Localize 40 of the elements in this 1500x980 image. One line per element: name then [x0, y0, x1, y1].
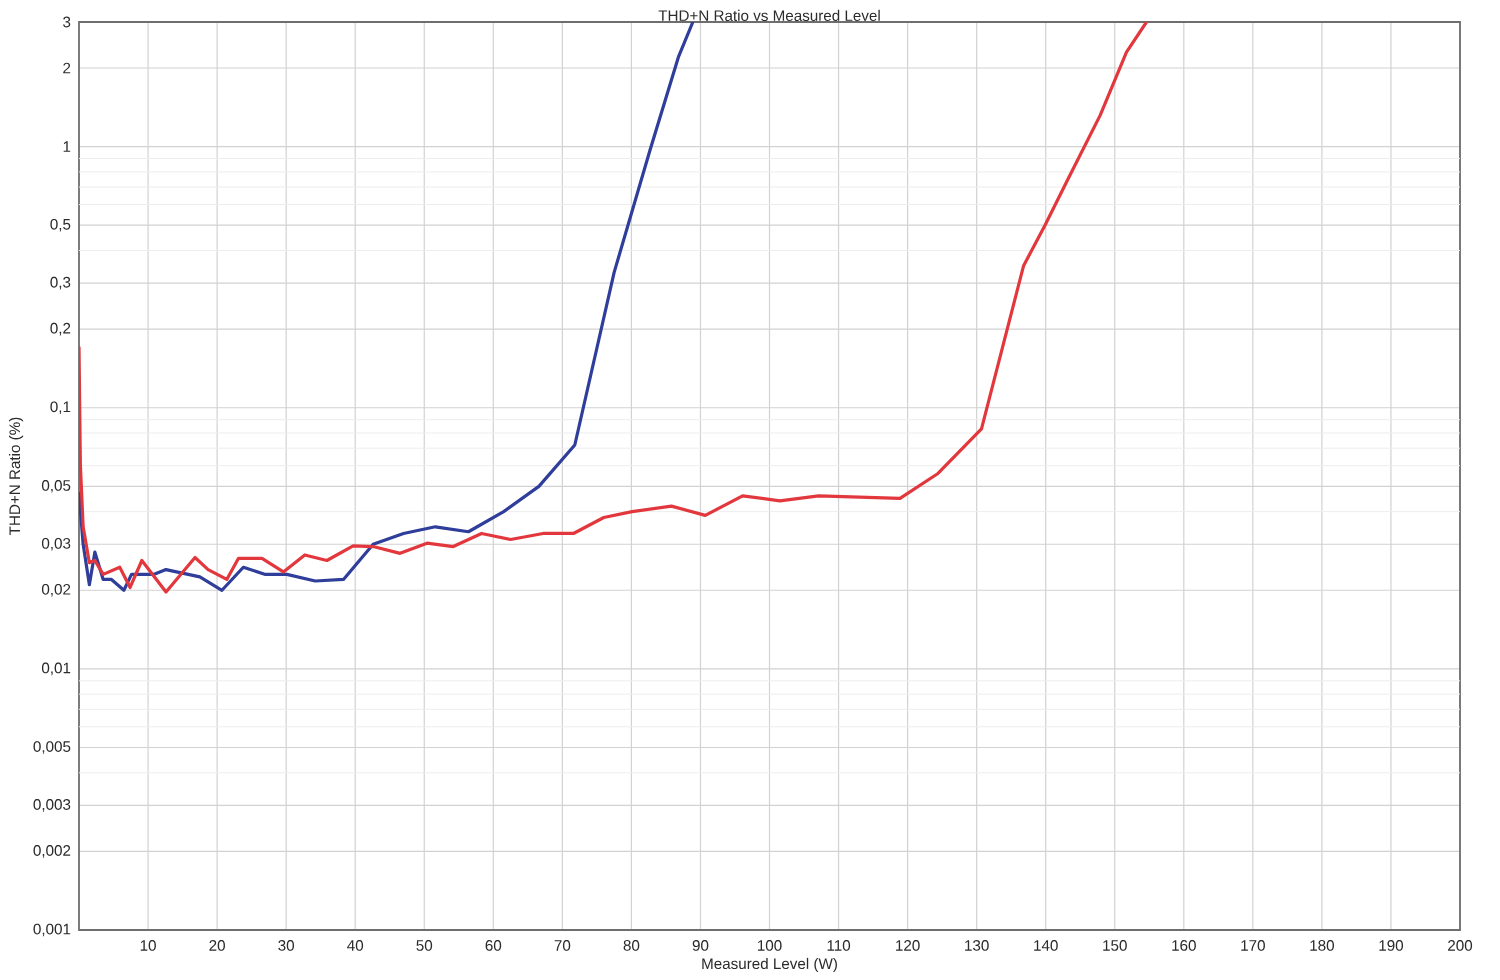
x-tick-label: 160: [1172, 940, 1196, 951]
y-tick-label: 0,1: [50, 401, 71, 415]
x-tick-label: 90: [692, 940, 709, 951]
y-tick-label: 0,3: [50, 276, 71, 290]
y-tick-label: 0,5: [50, 218, 71, 232]
y-tick-label: 0,001: [33, 923, 71, 937]
y-tick-label: 0,05: [41, 480, 71, 493]
x-tick-label: 20: [209, 940, 225, 951]
y-tick-label: 0,01: [41, 662, 71, 676]
y-tick-label: 1: [63, 141, 71, 152]
y-tick-label: 2: [63, 62, 71, 74]
y-tick-label: 0,02: [41, 583, 71, 597]
y-tick-label: 0,03: [41, 537, 71, 551]
line-series: [79, 22, 1149, 594]
x-tick-label: 70: [554, 940, 571, 951]
x-tick-label: 10: [140, 940, 156, 951]
x-tick-label: 100: [757, 940, 782, 951]
x-tick-label: 200: [1448, 940, 1473, 951]
y-tick-label: 0,2: [50, 322, 71, 336]
y-tick-label: 0,005: [33, 741, 71, 754]
line-series: [79, 22, 695, 592]
x-tick-label: 50: [416, 940, 433, 951]
y-tick-label: 0,003: [33, 799, 71, 812]
x-tick-label: 80: [623, 940, 640, 951]
x-tick-label: 180: [1310, 940, 1334, 951]
y-tick-label: 0,002: [33, 845, 71, 858]
chart-title: THD+N Ratio vs Measured Level: [658, 9, 880, 22]
x-tick-label: 140: [1034, 940, 1058, 951]
x-tick-label: 130: [965, 940, 989, 951]
x-tick-label: 120: [896, 940, 920, 951]
x-tick-label: 110: [827, 940, 851, 951]
x-tick-label: 30: [278, 940, 295, 951]
y-axis-title: THD+N Ratio (%): [8, 417, 24, 535]
x-tick-label: 40: [347, 940, 364, 951]
y-tick-label: 3: [63, 16, 71, 28]
x-tick-label: 190: [1379, 940, 1404, 951]
x-tick-label: 60: [485, 940, 502, 951]
x-tick-label: 150: [1103, 940, 1127, 951]
x-axis-title: Measured Level (W): [702, 957, 837, 973]
x-tick-label: 170: [1241, 940, 1265, 951]
